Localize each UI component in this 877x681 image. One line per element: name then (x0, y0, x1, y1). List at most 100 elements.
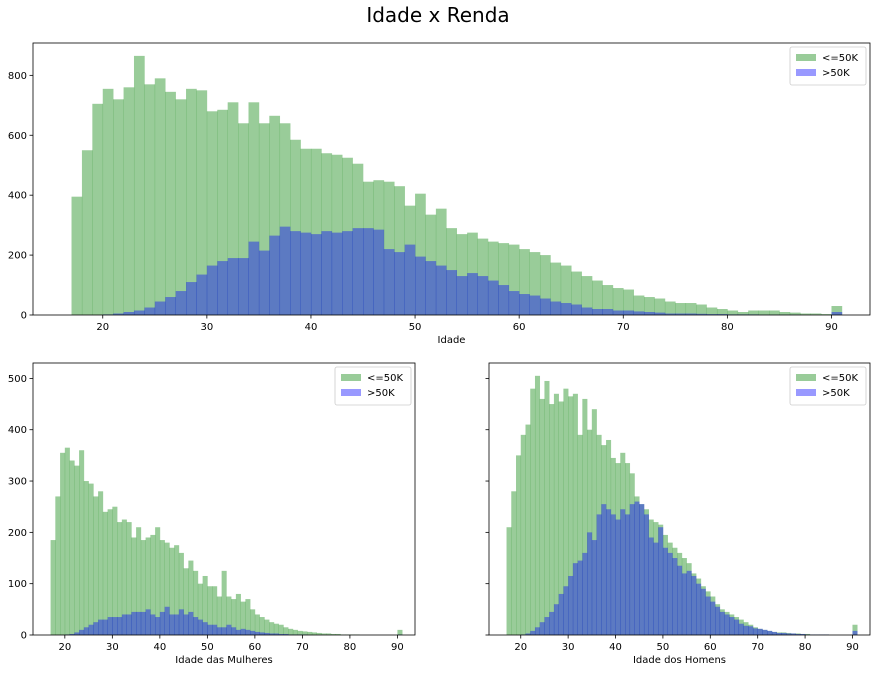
bar (188, 611, 194, 635)
bar (283, 633, 289, 635)
bar (155, 527, 161, 635)
bar (240, 601, 246, 635)
bar (117, 522, 123, 635)
bar (221, 570, 227, 635)
bar (363, 228, 374, 315)
bar (553, 604, 559, 635)
y-tick-label: 200 (8, 528, 27, 539)
series-low-income (506, 375, 858, 635)
bar (216, 627, 222, 635)
x-tick-label: 60 (704, 642, 717, 653)
bar (727, 310, 739, 315)
legend-label: <=50K (822, 373, 858, 384)
bar (705, 596, 711, 635)
bar (752, 627, 758, 635)
bar (383, 181, 395, 315)
bar (686, 563, 692, 635)
bar (264, 632, 270, 635)
bar (781, 632, 787, 635)
x-tick-label: 80 (721, 322, 734, 333)
bar (69, 460, 75, 635)
bar (748, 310, 759, 315)
bar (102, 88, 114, 315)
bar (612, 288, 624, 315)
bar (93, 496, 99, 635)
figure-title: Idade x Renda (366, 3, 509, 27)
bar (217, 109, 228, 315)
bar (743, 622, 749, 635)
bar (330, 633, 336, 635)
bar (705, 591, 711, 635)
bar (568, 575, 574, 635)
bar (335, 633, 341, 635)
bar (568, 396, 574, 635)
bar (415, 256, 426, 315)
bar (734, 619, 740, 635)
y-tick-label: 600 (8, 131, 27, 142)
bar (606, 509, 612, 635)
bar (831, 306, 843, 315)
bar (174, 545, 180, 635)
bar (529, 295, 541, 315)
bar (121, 519, 127, 635)
bar (231, 599, 237, 635)
bar (648, 519, 654, 635)
bar (83, 627, 89, 635)
y-tick-label: 400 (8, 191, 27, 202)
bar (549, 404, 555, 635)
bar (169, 547, 175, 635)
bar (734, 617, 740, 635)
bar (771, 631, 777, 635)
bar (264, 619, 270, 635)
bar (696, 304, 707, 315)
bar (591, 540, 597, 635)
bar (273, 623, 279, 635)
bar (248, 102, 260, 315)
bar (269, 633, 275, 635)
legend-swatch (796, 374, 816, 381)
bar (69, 633, 75, 635)
bar (197, 583, 203, 635)
legend: <=50K >50K (334, 366, 412, 406)
bar (530, 388, 536, 635)
bar (93, 622, 99, 635)
bar (98, 619, 104, 635)
bar (781, 632, 787, 635)
bar (498, 243, 510, 315)
bar (672, 547, 678, 635)
x-tick-label: 70 (617, 322, 630, 333)
bar (88, 624, 94, 635)
series-high-income (64, 606, 403, 635)
bar (795, 633, 801, 635)
bar (653, 542, 659, 635)
bar (273, 633, 279, 635)
bar (254, 631, 260, 635)
bar (188, 560, 194, 635)
bar (383, 249, 395, 315)
x-tick-label: 90 (391, 642, 404, 653)
bar (715, 606, 721, 635)
bar (269, 235, 281, 315)
bar (534, 627, 541, 635)
bar (771, 631, 777, 635)
bar (534, 375, 541, 635)
bar (207, 586, 213, 635)
bar (615, 463, 621, 635)
bar (572, 563, 578, 635)
bar (88, 483, 94, 635)
bar (238, 258, 249, 315)
bar (250, 609, 256, 635)
bar (425, 214, 437, 315)
x-tick-label: 40 (609, 642, 622, 653)
bar (743, 625, 749, 635)
bar (664, 313, 676, 315)
bar (64, 447, 70, 635)
bar (539, 622, 545, 635)
bar (487, 241, 499, 315)
bar (123, 312, 135, 315)
bar (279, 123, 291, 315)
x-tick-label: 20 (58, 642, 71, 653)
bar (544, 380, 550, 635)
bar (140, 611, 146, 635)
bar (258, 123, 270, 315)
